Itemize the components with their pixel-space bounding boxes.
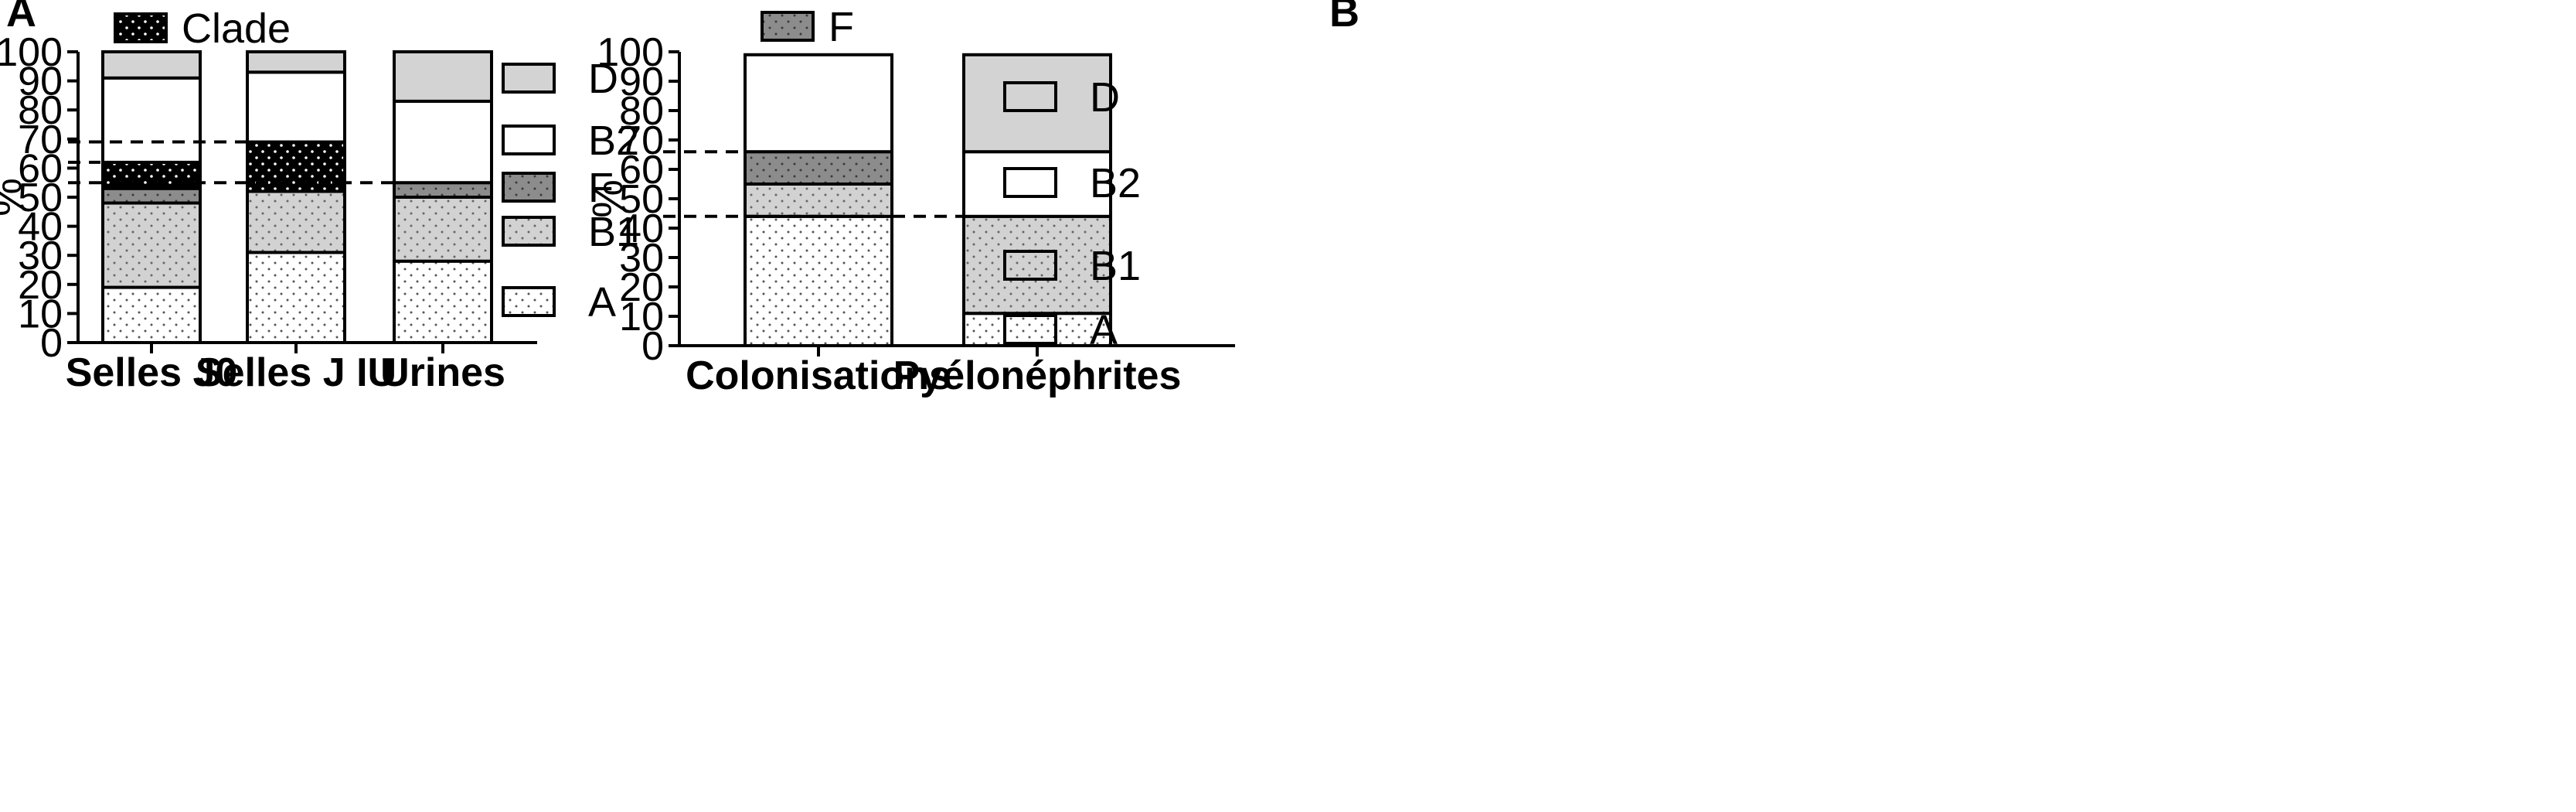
panel-a-legend-swatch-a: [502, 286, 556, 317]
panel-b-category-label-colonisations: Colonisations: [686, 353, 951, 398]
panel-a-y-tick-label-90: 90: [18, 60, 63, 104]
panel-b-y-tick-label-30: 30: [619, 236, 664, 281]
panel-a-y-tick-label-20: 20: [18, 263, 63, 308]
panel-a-category-label-selles-j-iu: Selles J IU: [196, 350, 396, 395]
panel-b-legend-label-b2: B2: [1090, 160, 1141, 206]
panel-b-bar-colonisations-f: [744, 150, 893, 186]
panel-a-legend-label-a: A: [588, 279, 616, 326]
panel-b-y-tick-label-90: 90: [619, 60, 664, 104]
panel-b-bar-colonisations-a: [744, 214, 893, 347]
panel-b-y-tick-label-100: 100: [597, 30, 664, 75]
panel-letter-a: A: [6, 0, 36, 36]
panel-a-y-tick-label-100: 100: [0, 30, 63, 75]
panel-a-legend-label-b1: B1: [588, 209, 639, 255]
panel-a-y-tick-label-10: 10: [18, 292, 63, 336]
panel-a-top-legend-swatch-clade: [114, 12, 168, 43]
panel-b-legend-swatch-b2: [1003, 167, 1057, 198]
panel-b-bar-colonisations-b1: [744, 183, 893, 218]
panel-a-y-tick-label-70: 70: [18, 118, 63, 162]
panel-letter-b: B: [1329, 0, 1359, 36]
panel-a-bar-selles-j-iu-a: [246, 251, 346, 344]
panel-a-bar-selles-j0-f: [101, 186, 202, 205]
panel-b-y-tick-label-50: 50: [619, 177, 664, 222]
panel-a-bar-urines-a: [393, 259, 493, 344]
panel-a-bar-selles-j0-d: [101, 50, 202, 80]
panel-a-bar-selles-j0-a: [101, 285, 202, 344]
panel-a-legend-label-b2: B2: [588, 118, 639, 164]
panel-a-bar-selles-j-iu-b1: [246, 189, 346, 254]
panel-a-bar-urines-f: [393, 181, 493, 199]
panel-a-legend-swatch-d: [502, 63, 556, 94]
panel-b-y-tick-label-20: 20: [619, 265, 664, 310]
panel-b-y-axis-label: %: [583, 179, 631, 218]
panel-b-category-label-pyelonephrites: Pyélonéphrites: [893, 353, 1182, 398]
panel-a-y-tick-label-80: 80: [18, 88, 63, 133]
panel-a-top-legend-label-clade: Clade: [182, 5, 291, 52]
panel-b-y-tick-label-80: 80: [619, 89, 664, 134]
panel-b-y-tick-label-60: 60: [619, 148, 664, 193]
panel-a-y-tick-label-60: 60: [18, 146, 63, 191]
panel-a-y-tick-label-30: 30: [18, 234, 63, 278]
panel-a-bar-urines-b1: [393, 196, 493, 263]
panel-b-legend-swatch-a: [1003, 314, 1057, 345]
panel-a-legend-swatch-b2: [502, 125, 556, 155]
panel-b-legend-label-a: A: [1090, 307, 1118, 353]
panel-a-y-axis-label: %: [0, 178, 30, 217]
panel-b-top-legend-label-f: F: [829, 4, 854, 50]
panel-a-y-tick-label-50: 50: [18, 176, 63, 220]
panel-a-legend-label-d: D: [588, 56, 618, 102]
panel-a-bar-urines-b2: [393, 99, 493, 185]
panel-b-legend-swatch-d: [1003, 81, 1057, 112]
panel-b-top-legend-swatch-f: [761, 11, 815, 42]
panel-a-category-label-selles-j0: Selles J0: [66, 350, 238, 395]
panel-a-category-label-urines: Urines: [380, 350, 505, 395]
panel-b-bar-colonisations-b2: [744, 53, 893, 154]
panel-a-bar-selles-j0-b1: [101, 201, 202, 289]
panel-b-legend-label-d: D: [1090, 74, 1120, 121]
panel-a-bar-urines-d: [393, 50, 493, 103]
panel-b-legend-label-b1: B1: [1090, 243, 1141, 289]
panel-a-y-tick-label-40: 40: [18, 205, 63, 250]
panel-b-y-tick-label-70: 70: [619, 118, 664, 163]
panel-a-bar-selles-j0-clade: [101, 160, 202, 190]
panel-a-bar-selles-j-iu-b2: [246, 70, 346, 144]
panel-a-legend-swatch-f: [502, 172, 556, 203]
panel-a-bar-selles-j-iu-d: [246, 50, 346, 74]
panel-b-legend-swatch-b1: [1003, 250, 1057, 281]
panel-a-legend-swatch-b1: [502, 216, 556, 247]
panel-a-bar-selles-j0-b2: [101, 76, 202, 164]
panel-a-legend-label-f: F: [588, 165, 614, 211]
panel-a-y-tick-label-0: 0: [40, 321, 63, 366]
panel-b-y-tick-label-10: 10: [619, 295, 664, 339]
panel-b-y-tick-label-40: 40: [619, 206, 664, 251]
panel-b-y-tick-label-0: 0: [641, 324, 664, 369]
